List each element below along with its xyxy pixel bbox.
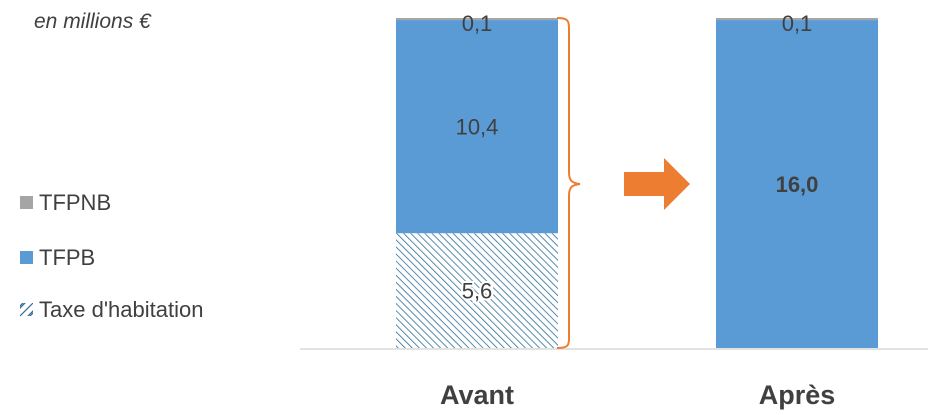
bar-taxe-d-habitation-avant	[396, 233, 558, 348]
data-label-tfpb-avant: 10,4	[456, 115, 499, 140]
orange-arrow-icon	[624, 158, 690, 210]
data-label-tfpnb-apr-s: 0,1	[782, 11, 813, 36]
bar-tfpnb-apr-s	[716, 18, 878, 21]
bar-tfpnb-avant	[396, 18, 558, 21]
legend-label-tfpb: TFPB	[39, 245, 96, 270]
category-labels-group: Avant Après	[440, 380, 835, 410]
legend-label-tfpnb: TFPNB	[39, 190, 112, 215]
legend-item-tfpb: TFPB	[20, 245, 95, 271]
bar-tfpb-apr-s	[716, 20, 878, 349]
orange-brace	[556, 17, 581, 349]
legend-item-taxe-habitation: Taxe d'habitation	[20, 297, 203, 323]
data-label-taxe-d-habitation-avant: 5,6	[462, 279, 493, 304]
legend-swatch-taxe-habitation	[20, 303, 33, 316]
legend-swatch-tfpb	[20, 251, 33, 264]
data-label-tfpb-apr-s: 16,0	[776, 172, 819, 197]
data-label-tfpnb-avant: 0,1	[462, 11, 493, 36]
data-labels-group: 5,6 10,4 16,0 0,1 0,1	[456, 11, 819, 306]
bars-group	[396, 18, 878, 349]
legend-swatch-tfpnb	[20, 196, 33, 209]
unit-label: en millions €	[34, 10, 151, 33]
bar-tfpb-avant	[396, 20, 558, 234]
category-label-avant: Avant	[440, 380, 514, 410]
legend-label-taxe-habitation: Taxe d'habitation	[39, 297, 204, 322]
legend-item-tfpnb: TFPNB	[20, 190, 111, 216]
category-label-apr-s: Après	[759, 380, 836, 410]
